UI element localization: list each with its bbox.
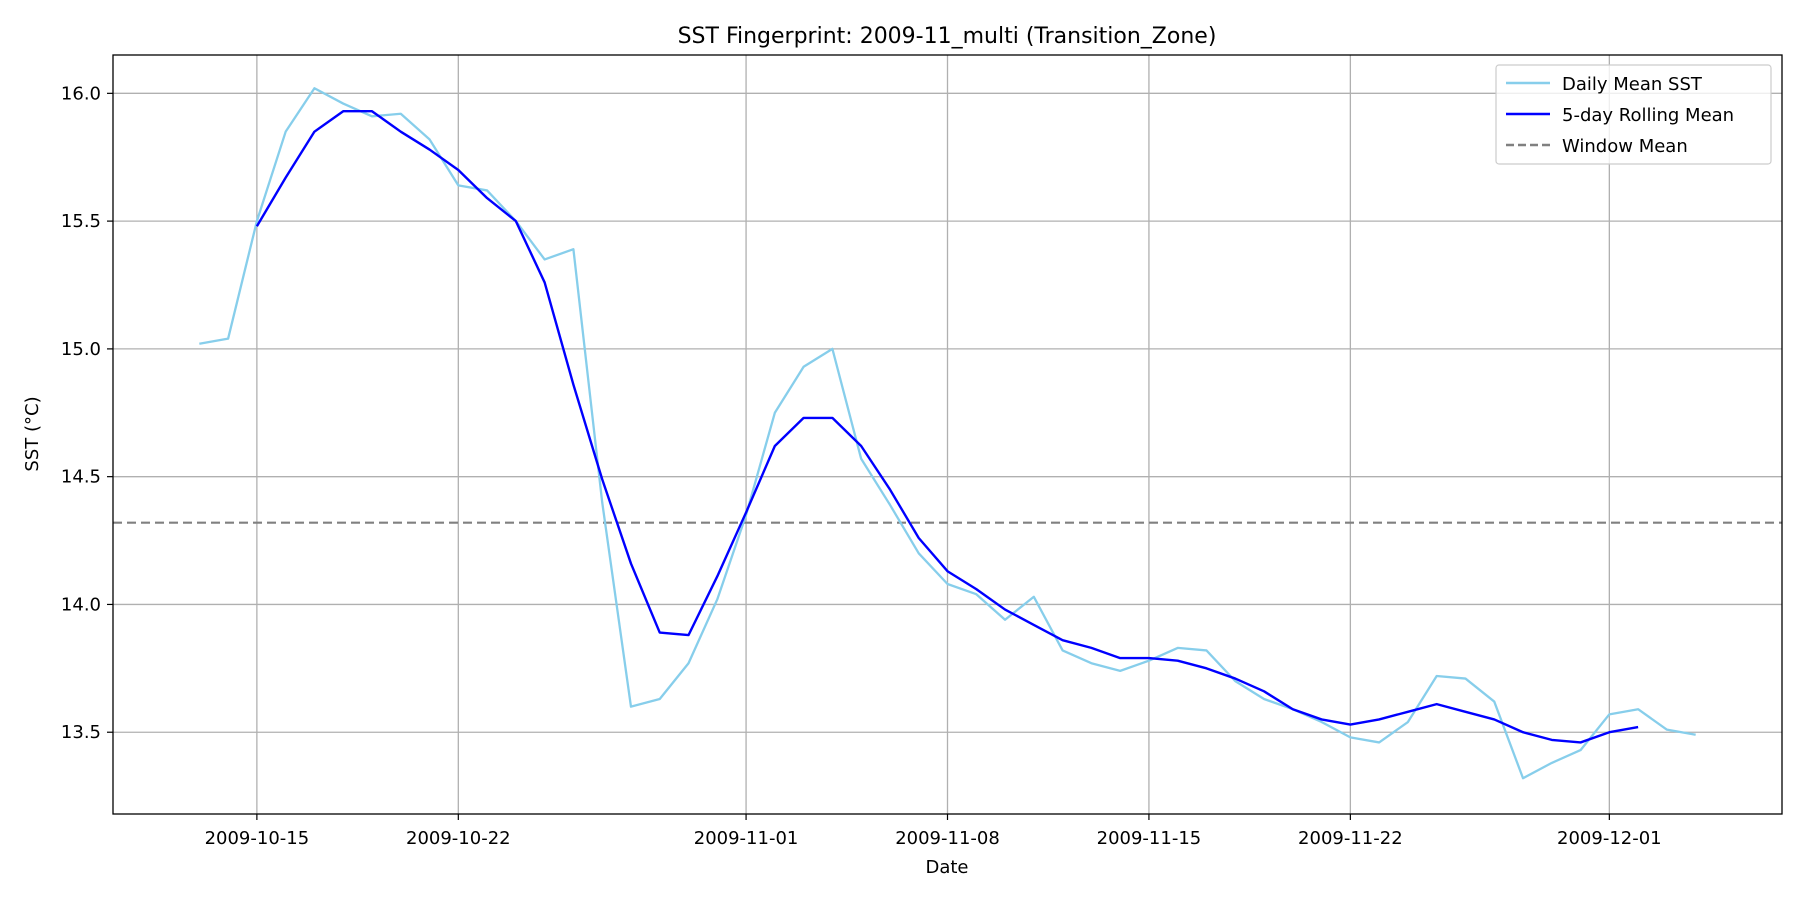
y-tick-label: 14.0: [61, 594, 101, 615]
x-tick-label: 2009-11-01: [694, 828, 799, 849]
grid-lines: [113, 55, 1782, 814]
daily-mean-sst-line: [199, 87, 1696, 780]
y-tick-label: 15.5: [61, 211, 101, 232]
x-tick-label: 2009-10-15: [205, 828, 310, 849]
x-axis-label: Date: [925, 857, 968, 878]
legend: Daily Mean SST 5-day Rolling Mean Window…: [1495, 64, 1772, 165]
y-tick-label: 15.0: [61, 339, 101, 360]
x-tick-label: 2009-11-15: [1097, 828, 1202, 849]
x-tick-label: 2009-11-22: [1298, 828, 1403, 849]
y-axis-label: SST (°C): [22, 396, 43, 471]
axis-ticks: 2009-10-15 2009-10-22 2009-11-01 2009-11-08…: [61, 83, 1662, 849]
y-tick-label: 16.0: [61, 83, 101, 104]
x-tick-label: 2009-10-22: [406, 828, 511, 849]
legend-label-window-mean: Window Mean: [1562, 136, 1688, 157]
rolling-mean-line: [255, 110, 1639, 744]
chart-title: SST Fingerprint: 2009-11_multi (Transiti…: [678, 24, 1217, 49]
legend-box: [1495, 64, 1772, 165]
x-tick-label: 2009-12-01: [1557, 828, 1662, 849]
series-layer: [113, 87, 1782, 780]
y-tick-label: 13.5: [61, 722, 101, 743]
legend-label-daily-mean: Daily Mean SST: [1562, 74, 1703, 95]
legend-label-rolling-mean: 5-day Rolling Mean: [1562, 105, 1734, 126]
x-tick-label: 2009-11-08: [895, 828, 1000, 849]
y-tick-label: 14.5: [61, 467, 101, 488]
